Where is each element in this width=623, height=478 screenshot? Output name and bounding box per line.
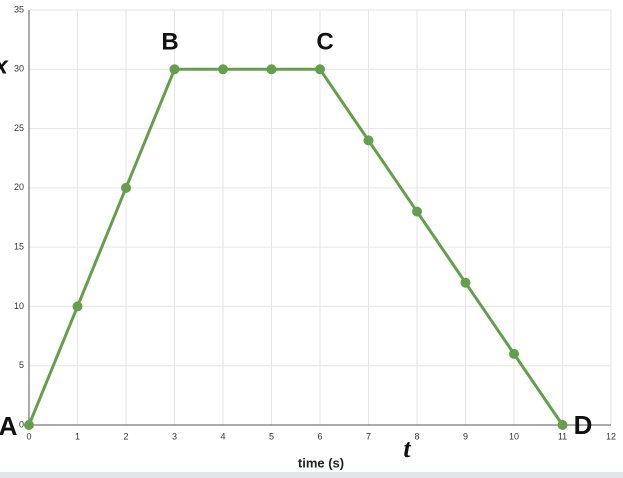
- point-label: t: [403, 434, 411, 463]
- data-point: [169, 64, 180, 75]
- point-label: x: [0, 52, 9, 79]
- x-tick-label: 12: [606, 431, 616, 441]
- point-label: B: [161, 28, 178, 55]
- data-point: [121, 182, 131, 193]
- x-axis-label: time (s): [298, 455, 344, 470]
- y-tick-label: 10: [14, 301, 24, 311]
- y-tick-label: 30: [14, 64, 24, 74]
- data-point: [363, 135, 374, 146]
- data-point: [218, 64, 228, 75]
- y-tick-label: 5: [19, 360, 24, 370]
- bottom-strip: [0, 472, 623, 478]
- x-tick-label: 11: [558, 431, 567, 441]
- x-tick-label: 2: [123, 431, 128, 441]
- point-label: C: [316, 28, 333, 55]
- data-point: [24, 420, 34, 430]
- x-tick-label: 4: [220, 431, 225, 441]
- y-tick-label: 35: [14, 4, 24, 14]
- x-tick-label: 3: [172, 431, 177, 441]
- data-line: [27, 67, 564, 426]
- y-tick-label: 15: [14, 242, 24, 252]
- x-tick-label: 10: [509, 431, 519, 441]
- y-tick-label: 0: [19, 419, 24, 429]
- data-point: [557, 420, 568, 430]
- x-tick-label: 5: [269, 431, 274, 441]
- x-tick-label: 0: [26, 431, 31, 441]
- x-tick-label: 1: [75, 431, 80, 441]
- data-point: [266, 64, 277, 75]
- data-point: [72, 301, 83, 312]
- data-point: [315, 64, 325, 75]
- y-tick-label: 25: [14, 123, 24, 133]
- x-tick-label: 8: [414, 431, 419, 441]
- data-point: [460, 277, 471, 288]
- y-tick-label: 20: [14, 182, 24, 192]
- point-label: D: [574, 410, 593, 440]
- point-label: A: [0, 411, 18, 441]
- x-tick-label: 9: [463, 431, 468, 441]
- data-point: [509, 348, 519, 359]
- data-point: [412, 206, 422, 217]
- x-tick-label: 6: [317, 431, 322, 441]
- x-tick-label: 7: [366, 431, 371, 441]
